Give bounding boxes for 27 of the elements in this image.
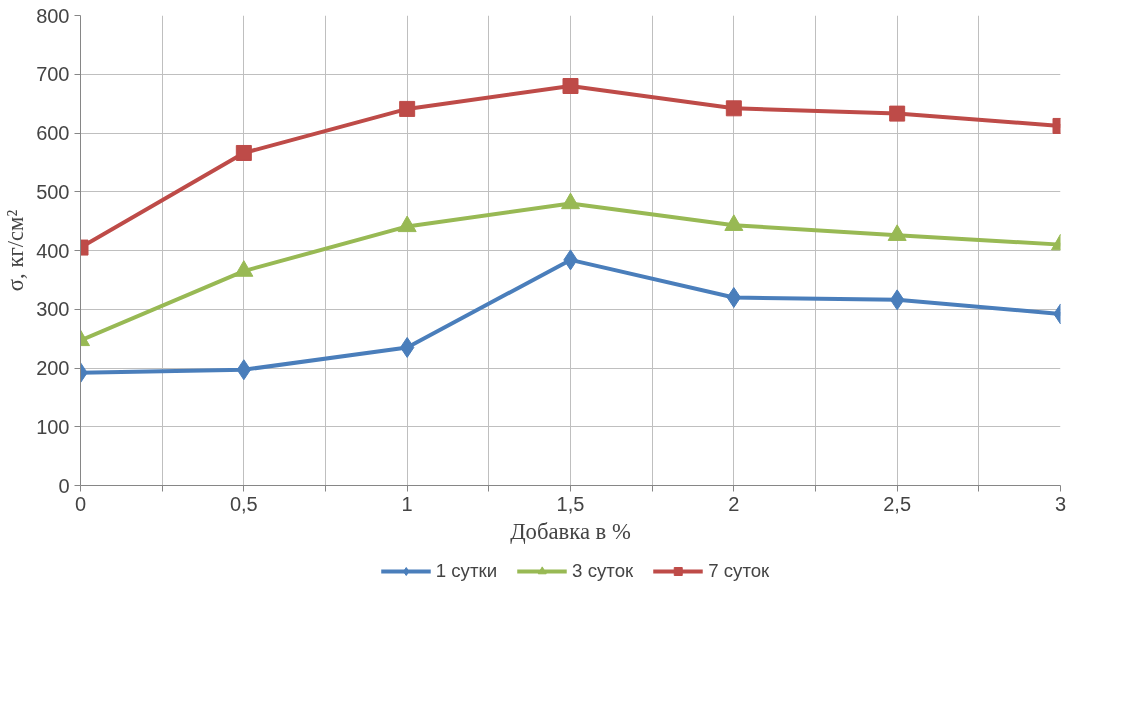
point bbox=[562, 78, 579, 94]
point bbox=[726, 287, 741, 308]
y-tick-label: 700 bbox=[36, 63, 70, 86]
y-axis-title: σ, кг/см² bbox=[3, 209, 29, 292]
y-tick-label: 100 bbox=[36, 415, 70, 438]
y-tick-label: 200 bbox=[36, 357, 70, 379]
x-tick-label: 0,5 bbox=[229, 492, 258, 515]
x-tick-label: 1 bbox=[401, 492, 413, 515]
point bbox=[725, 100, 742, 117]
point bbox=[889, 105, 906, 122]
legend-label: 3 суток bbox=[572, 560, 634, 582]
x-tick-label: 0 bbox=[74, 492, 87, 515]
y-tick-label: 600 bbox=[36, 122, 70, 144]
y-tick-label: 0 bbox=[58, 474, 70, 497]
x-tick-label: 2,5 bbox=[883, 492, 912, 515]
x-axis-title: Добавка в % bbox=[510, 518, 631, 544]
x-tick-label: 3 bbox=[1054, 492, 1067, 515]
y-tick-label: 300 bbox=[36, 298, 70, 321]
y-tick-label: 400 bbox=[36, 239, 70, 262]
y-tick-label: 800 bbox=[36, 4, 70, 27]
legend-label: 1 сутки bbox=[435, 560, 498, 582]
x-tick-label: 1,5 bbox=[556, 492, 585, 515]
legend-label: 7 суток bbox=[708, 560, 770, 582]
y-tick-label: 500 bbox=[36, 180, 70, 203]
point bbox=[399, 100, 416, 117]
x-tick-label: 2 bbox=[728, 492, 740, 515]
point bbox=[235, 144, 252, 161]
